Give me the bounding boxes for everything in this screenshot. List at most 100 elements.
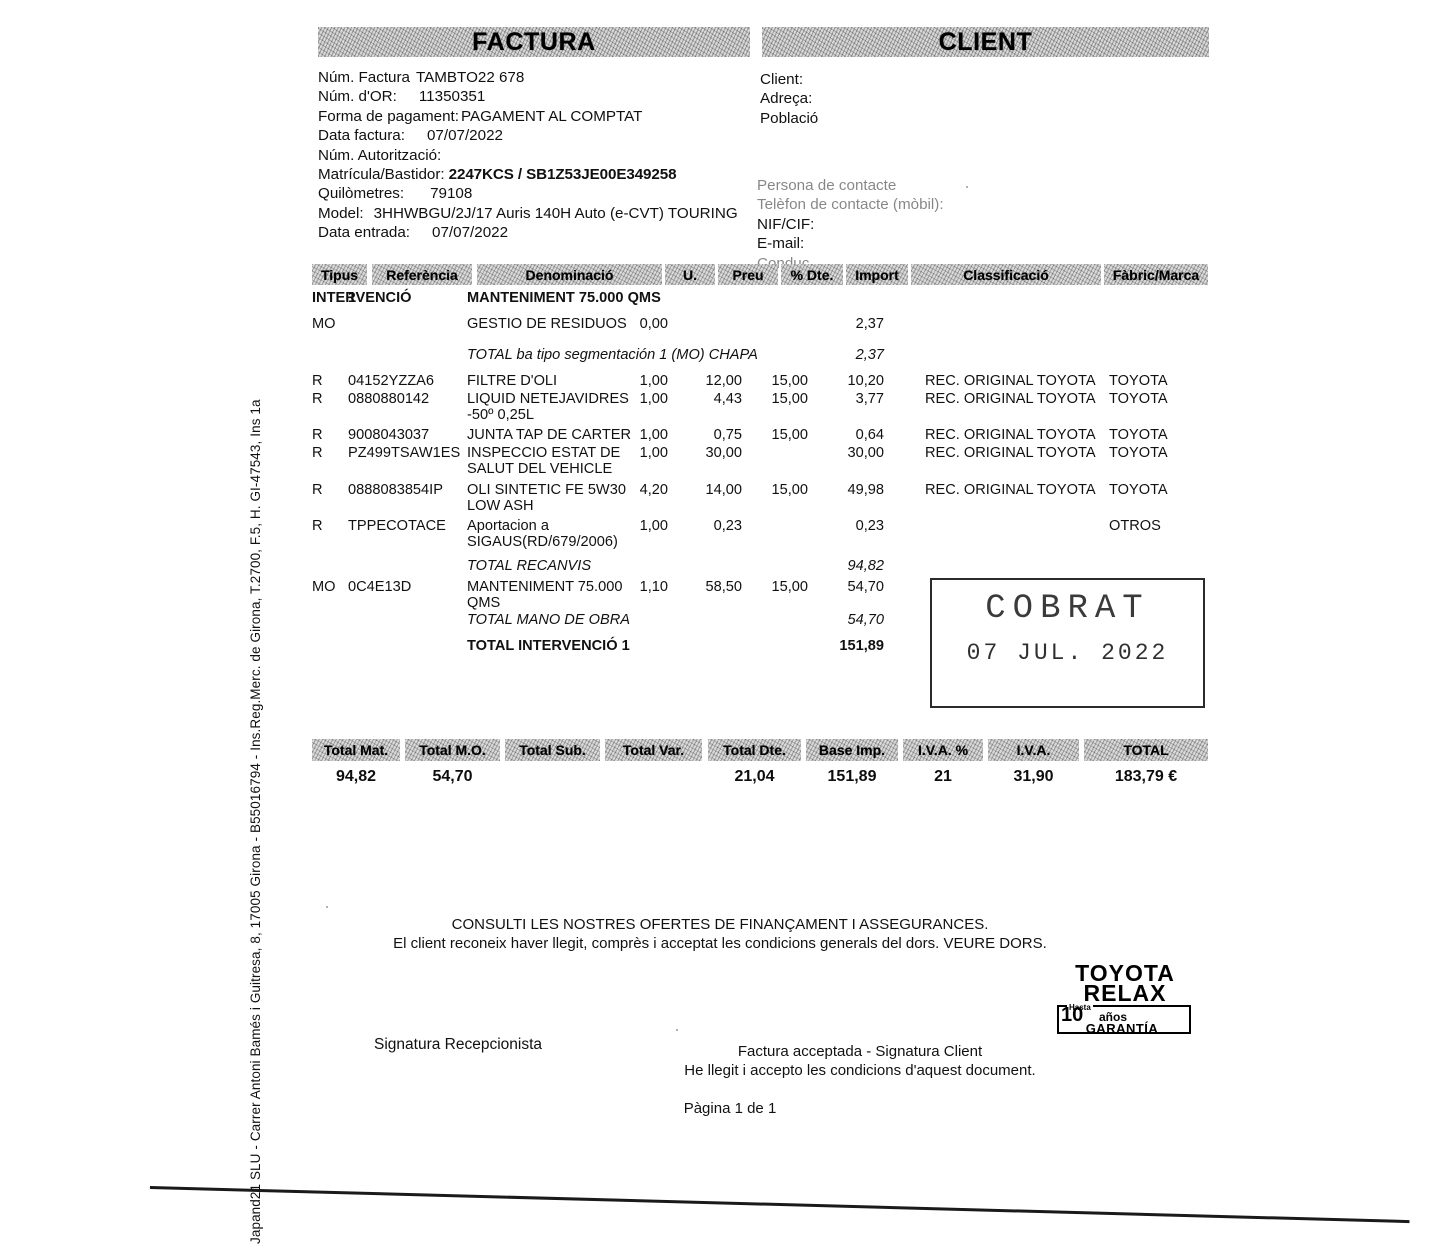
cell-tipus: INTERVENCIÓ: [312, 290, 412, 306]
summary-table-header: Total Mat. Total M.O. Total Sub. Total V…: [312, 739, 1208, 761]
cell-denominacio: LIQUID NETEJAVIDRES: [467, 391, 629, 407]
cell-unitats: 0,00: [639, 316, 668, 332]
cell-referencia: 04152YZZA6: [348, 373, 434, 389]
cell-tipus: R: [312, 427, 323, 443]
sh-iva-pct: I.V.A. %: [903, 739, 983, 761]
th-referencia: Referència: [372, 264, 472, 285]
client-band-label: CLIENT: [938, 27, 1033, 56]
factura-band-label: FACTURA: [472, 27, 596, 56]
cell-denominacio-line2: -50º 0,25L: [467, 407, 534, 423]
cell-unitats: 1,00: [639, 391, 668, 407]
sv-total: 183,79 €: [1114, 768, 1178, 785]
table-row: TOTAL ba tipo segmentación 1 (MO) CHAPA 2…: [312, 347, 1208, 365]
th-fabric-marca: Fàbric/Marca: [1104, 264, 1208, 285]
cell-unitats: 1,00: [639, 427, 668, 443]
logo-line-toyota: TOYOTA: [1075, 960, 1175, 986]
table-row: R TPPECOTACE Aportacion a 1,00 0,23 0,23 OTROS…: [312, 518, 1208, 550]
invoice-fields: Núm. Factura TAMBTO22 678 Núm. d'OR: 11350…: [318, 68, 738, 243]
table-row: R 04152YZZA6 FILTRE D'OLI 1,00 12,00 15,00 10,…: [312, 373, 1208, 391]
table-row: R 0888083854IP OLI SINTETIC FE 5W30 4,20 14,…: [312, 482, 1208, 514]
table-row: R 9008043037 JUNTA TAP DE CARTER 1,00 0,75 15…: [312, 427, 1208, 445]
cell-import: 0,64: [855, 427, 884, 443]
cell-tipus: R: [312, 482, 323, 498]
th-preu: Preu: [718, 264, 778, 285]
field-num-or: Núm. d'OR: 11350351: [318, 88, 486, 106]
sv-total-mo: 54,70: [432, 768, 473, 785]
sv-total-mat: 94,82: [335, 768, 377, 785]
sv-iva: 31,90: [1013, 768, 1054, 785]
cell-preu: 58,50: [705, 579, 742, 595]
stamp-text: COBRAT: [985, 590, 1150, 628]
cell-fabric-marca: OTROS: [1109, 518, 1161, 534]
cell-classificacio: REC. ORIGINAL TOYOTA: [925, 373, 1096, 389]
field-nif-cif: NIF/CIF:: [757, 215, 815, 233]
scan-edge-artifact: [149, 1186, 1410, 1224]
cell-tipus: R: [312, 391, 323, 407]
field-num-autoritzacio: Núm. Autorització:: [318, 146, 442, 164]
scan-speck: [966, 186, 968, 188]
signature-recepcionista-label: Signatura Recepcionista: [374, 1036, 543, 1053]
cell-import: 94,82: [847, 558, 884, 574]
cell-preu: 0,75: [713, 427, 742, 443]
cell-unitats: 1,00: [639, 373, 668, 389]
client-band: CLIENT: [762, 27, 1209, 57]
signature-client-subtitle: He llegit i accepto les condicions d'aqu…: [684, 1062, 1036, 1079]
logo-line-relax: RELAX: [1083, 980, 1167, 1006]
cell-referencia: 0880880142: [348, 391, 430, 407]
cell-import: 151,89: [839, 638, 884, 654]
th-tipus: Tipus: [312, 264, 367, 285]
cell-denominacio: TOTAL RECANVIS: [467, 558, 592, 574]
cell-classificacio: REC. ORIGINAL TOYOTA: [925, 482, 1096, 498]
cobrat-stamp: COBRAT 07 JUL. 2022: [930, 578, 1205, 708]
cell-dte: 15,00: [771, 579, 808, 595]
cell-import: 0,23: [855, 518, 884, 534]
cell-referencia: 0888083854IP: [348, 482, 443, 498]
cell-dte: 15,00: [771, 482, 808, 498]
cell-denominacio: FILTRE D'OLI: [467, 373, 558, 389]
footer-notice-line2: El client reconeix haver llegit, comprès…: [393, 935, 1047, 952]
toyota-relax-logo: TOYOTA RELAX Hasta 10 años GARANTÍA: [1055, 960, 1195, 1036]
scan-speck: [676, 1029, 678, 1031]
company-registration-strip: Japand21 SLU - Carrer Antoni Bamés i Gui…: [248, 399, 263, 1244]
cell-denominacio: JUNTA TAP DE CARTER: [467, 427, 632, 443]
cell-import: 10,20: [847, 373, 884, 389]
cell-denominacio: GESTIO DE RESIDUOS: [467, 316, 627, 332]
cell-import: 49,98: [847, 482, 884, 498]
cell-denominacio-line2: LOW ASH: [467, 498, 534, 514]
field-data-entrada: Data entrada: 07/07/2022: [318, 224, 509, 242]
table-row: TOTAL MANO DE OBRA 54,70: [312, 612, 1208, 630]
cell-denominacio: TOTAL MANO DE OBRA: [467, 612, 630, 628]
sh-total-var: Total Var.: [605, 739, 702, 761]
cell-dte: 15,00: [771, 427, 808, 443]
cell-classificacio: REC. ORIGINAL TOYOTA: [925, 391, 1096, 407]
cell-denominacio-line2: SIGAUS(RD/679/2006): [467, 534, 618, 550]
cell-denominacio: TOTAL ba tipo segmentación 1 (MO) CHAPA: [467, 347, 758, 363]
sv-total-var: [605, 766, 702, 788]
cell-preu: 0,23: [713, 518, 742, 534]
footer-notice-line1: CONSULTI LES NOSTRES OFERTES DE FINANÇAM…: [451, 916, 989, 933]
client-fields-bottom: Persona de contacte Telèfon de contacte …: [757, 176, 944, 273]
sh-total-mat: Total Mat.: [312, 739, 400, 761]
field-quilometres: Quilòmetres: 79108: [318, 185, 473, 203]
table-row: R PZ499TSAW1ES INSPECCIO ESTAT DE 1,00 30,00…: [312, 445, 1208, 477]
cell-denominacio: MANTENIMENT 75.000: [467, 579, 623, 595]
th-unitats: U.: [665, 264, 715, 285]
cell-fabric-marca: TOYOTA: [1109, 427, 1168, 443]
cell-import: 3,77: [855, 391, 884, 407]
th-classificacio: Classificació: [911, 264, 1101, 285]
sv-iva-pct: 21: [934, 768, 952, 785]
field-adreca: Adreça:: [760, 90, 813, 108]
cell-import: 54,70: [847, 579, 884, 595]
cell-import: 30,00: [847, 445, 884, 461]
cell-referencia: PZ499TSAW1ES: [348, 445, 461, 461]
cell-preu: 12,00: [705, 373, 742, 389]
field-email: E-mail:: [757, 235, 805, 253]
cell-fabric-marca: TOYOTA: [1109, 482, 1168, 498]
cell-referencia: 9008043037: [348, 427, 430, 443]
cell-denominacio-line2: QMS: [467, 595, 501, 611]
cell-denominacio-line2: SALUT DEL VEHICLE: [467, 461, 613, 477]
cell-fabric-marca: TOYOTA: [1109, 391, 1168, 407]
field-matricula-bastidor: Matrícula/Bastidor: 2247KCS / SB1Z53JE00E…: [318, 166, 677, 184]
field-forma-pagament: Forma de pagament: PAGAMENT AL COMPTAT: [318, 107, 643, 125]
cell-classificacio: REC. ORIGINAL TOYOTA: [925, 445, 1096, 461]
